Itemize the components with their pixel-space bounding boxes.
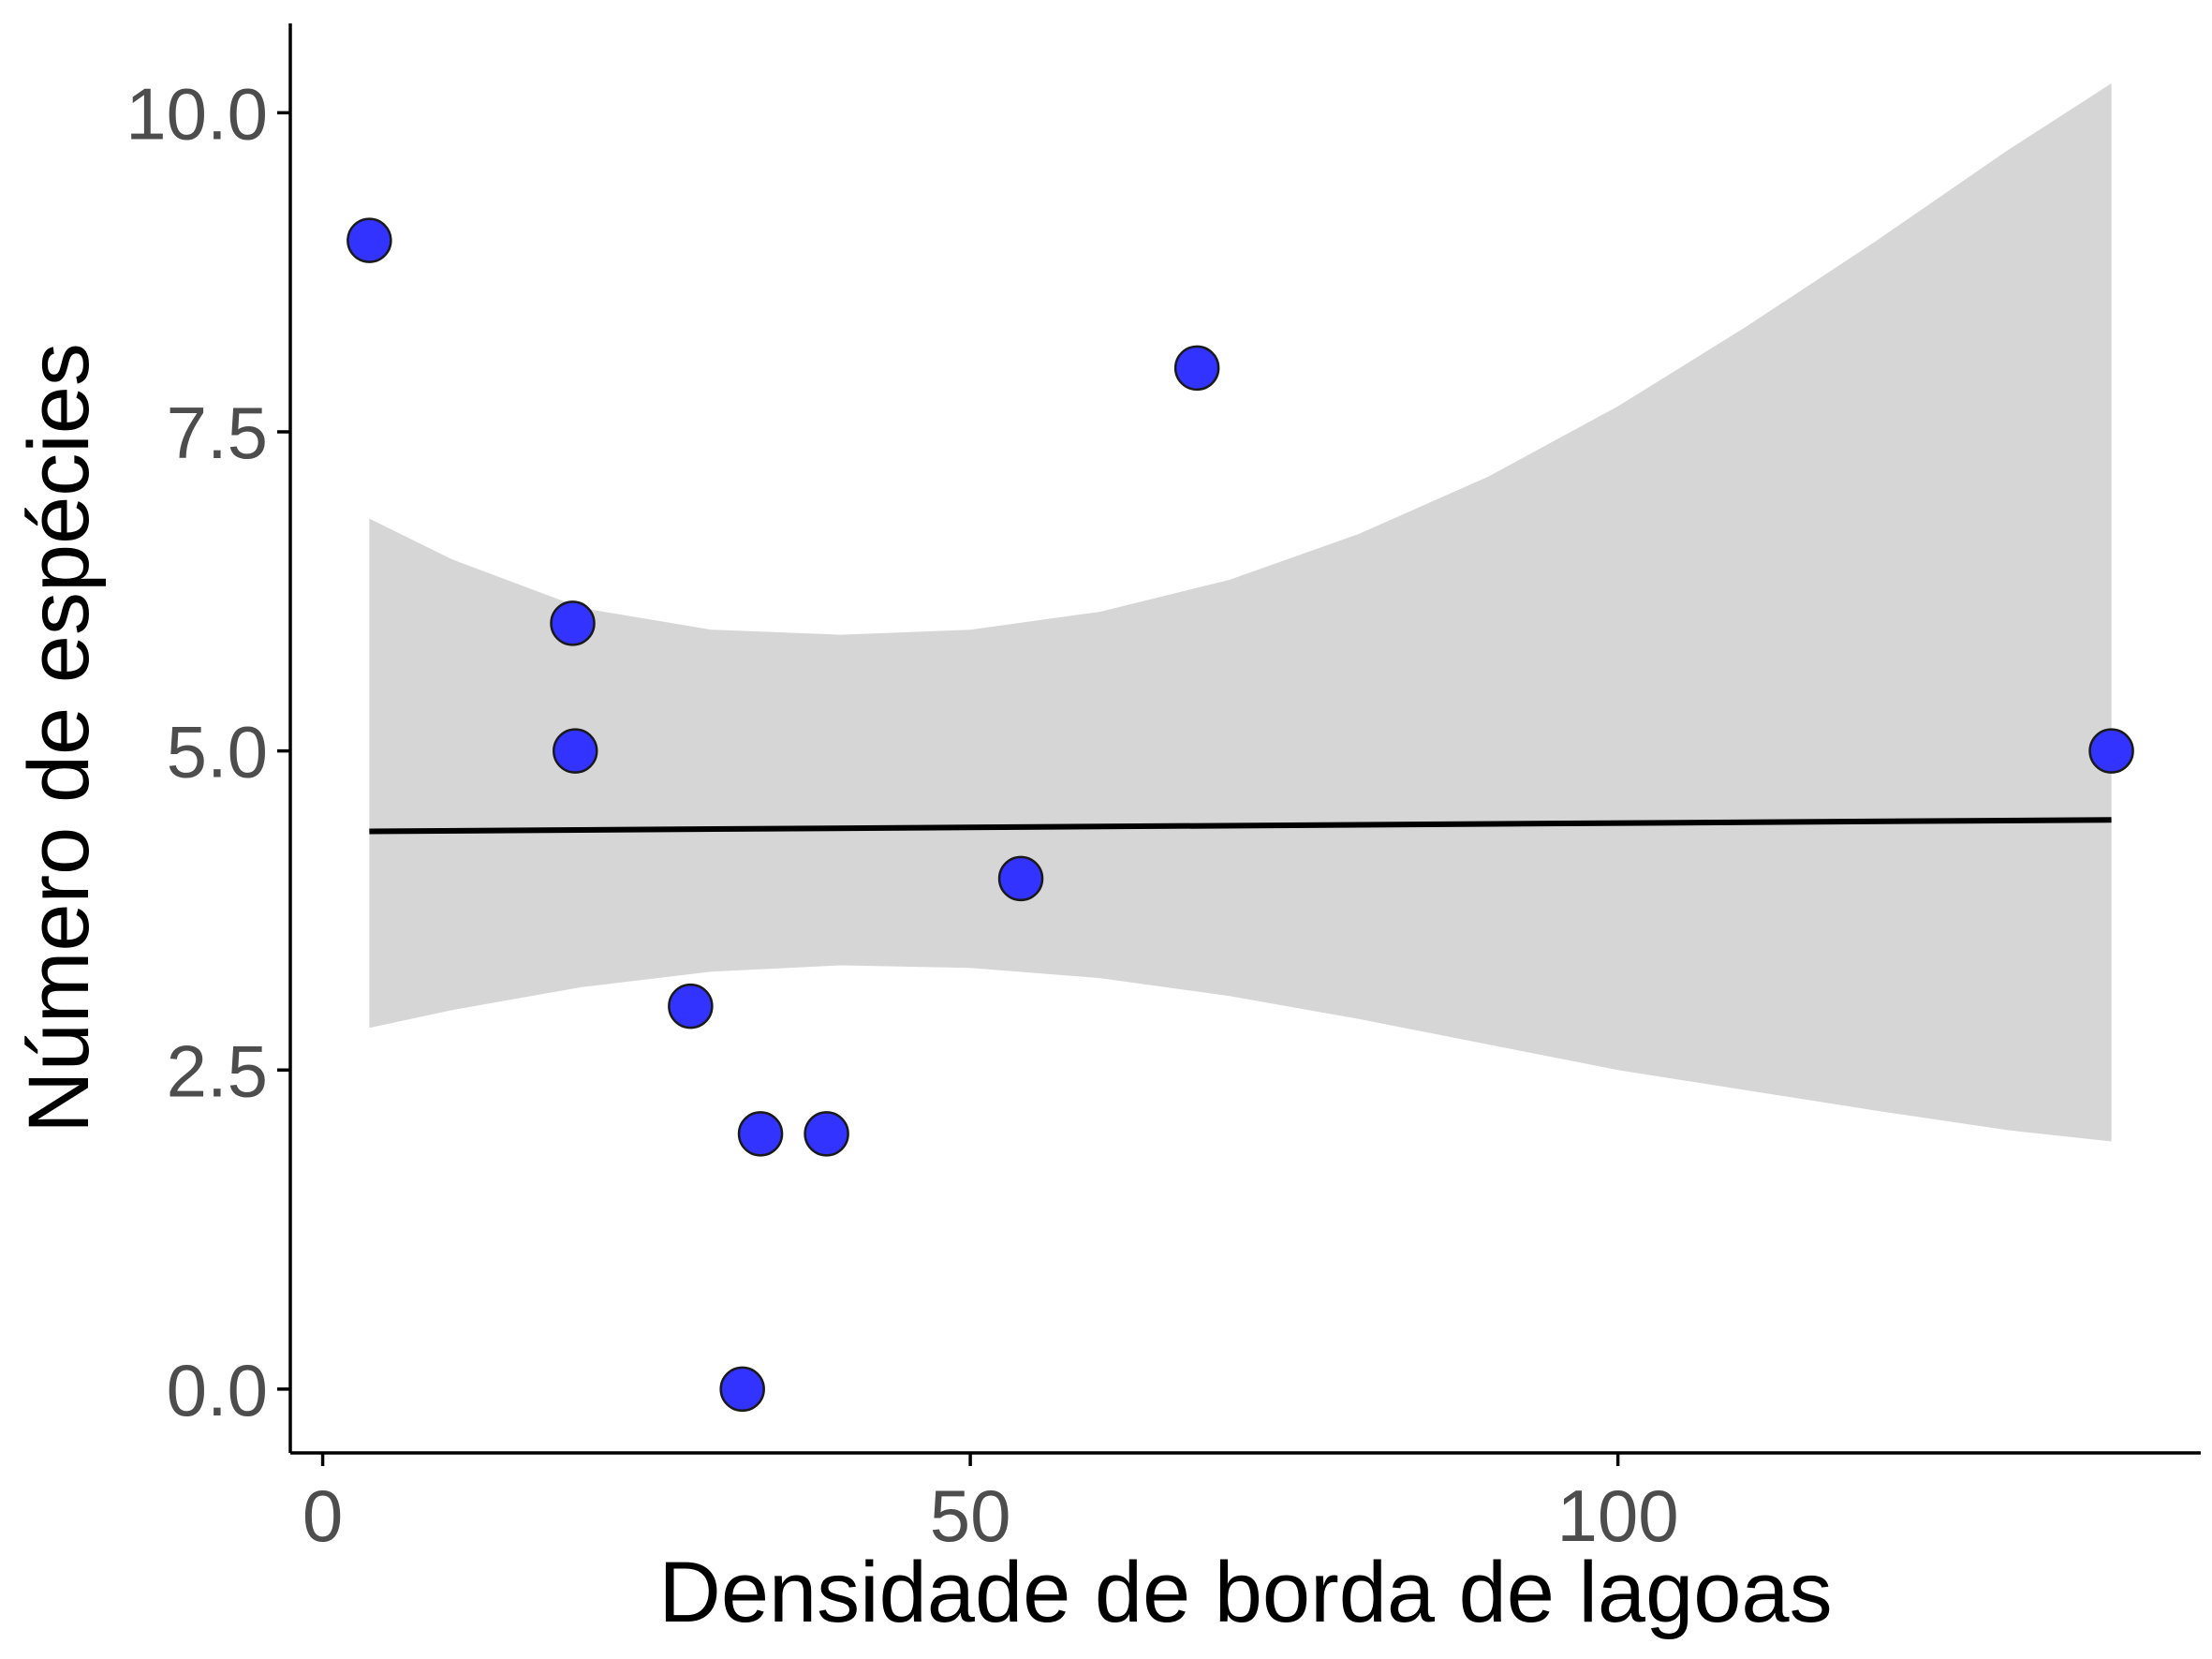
data-point (1173, 345, 1220, 392)
data-point (804, 1111, 849, 1157)
data-point (737, 1111, 784, 1157)
data-point (2088, 728, 2134, 774)
y-axis-title: Número de espécies (11, 343, 107, 1133)
y-tick-label: 5.0 (167, 711, 268, 793)
confidence-band-layer (369, 83, 2112, 1142)
x-tick-label: 50 (930, 1474, 1011, 1557)
x-axis-title: Densidade de borda de lagoas (658, 1545, 1832, 1640)
y-tick-label: 7.5 (167, 392, 268, 474)
y-tick-label: 2.5 (167, 1029, 268, 1112)
data-point (550, 600, 596, 646)
confidence-band (369, 83, 2112, 1142)
y-tick-label: 10.0 (125, 72, 268, 155)
y-tick-label: 0.0 (167, 1349, 268, 1431)
axes-layer: 0 50 100 0.0 2.5 5.0 7.5 10.0 (125, 23, 2201, 1557)
data-point (719, 1366, 765, 1413)
data-points-layer (347, 217, 2134, 1413)
x-tick-label: 0 (302, 1474, 343, 1557)
data-point (668, 983, 714, 1029)
data-point (997, 855, 1044, 902)
fit-line-layer (369, 817, 2112, 835)
regression-line (369, 817, 2112, 835)
data-point (553, 728, 598, 774)
x-tick-label: 100 (1557, 1474, 1679, 1557)
data-point (347, 217, 392, 263)
